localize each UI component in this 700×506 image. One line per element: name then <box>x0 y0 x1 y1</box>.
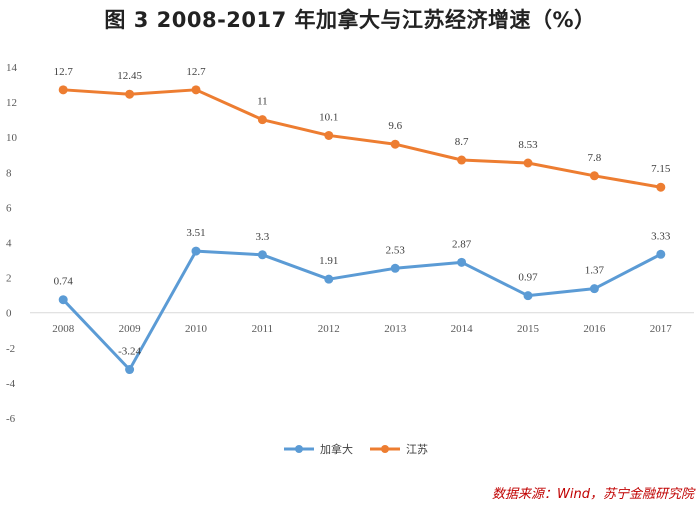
y-tick-label: -6 <box>6 413 16 425</box>
y-tick-label: 8 <box>6 167 12 179</box>
legend-label: 江苏 <box>406 443 428 456</box>
data-point <box>125 365 135 375</box>
legend-label: 加拿大 <box>320 442 353 456</box>
x-tick-label: 2012 <box>318 323 340 335</box>
x-tick-label: 2011 <box>252 323 274 335</box>
source-note: 数据来源：Wind，苏宁金融研究院 <box>492 487 694 502</box>
x-tick-label: 2009 <box>119 323 142 335</box>
data-point <box>257 250 267 260</box>
data-label: 12.7 <box>186 66 206 78</box>
series-line-2 <box>61 88 663 189</box>
data-label: 11 <box>257 96 268 108</box>
data-point <box>257 115 267 125</box>
data-point <box>523 291 533 301</box>
y-tick-label: 0 <box>6 308 12 320</box>
data-point <box>324 130 334 140</box>
data-point <box>390 139 400 149</box>
data-label: 2.53 <box>386 244 406 256</box>
data-point <box>58 85 68 95</box>
y-tick-label: 4 <box>6 238 12 250</box>
x-tick-label: 2015 <box>517 323 540 335</box>
y-tick-label: 14 <box>6 62 18 74</box>
x-tick-label: 2008 <box>52 323 75 335</box>
data-label: 8.53 <box>518 139 538 151</box>
data-point <box>656 249 666 259</box>
data-label: -3.24 <box>118 346 141 358</box>
data-label: 2.87 <box>452 238 472 250</box>
data-point <box>390 263 400 273</box>
data-label: 12.45 <box>117 70 142 82</box>
data-label: 12.7 <box>54 66 74 78</box>
data-label: 3.33 <box>651 230 671 242</box>
chart-title: 图 3 2008-2017 年加拿大与江苏经济增速（%） <box>104 8 596 32</box>
y-tick-label: 10 <box>6 132 18 144</box>
data-point <box>457 155 467 165</box>
data-label: 0.97 <box>518 272 538 284</box>
x-tick-label: 2016 <box>583 323 606 335</box>
y-tick-label: -4 <box>6 378 16 390</box>
legend-marker-1 <box>295 445 303 453</box>
data-label: 1.37 <box>585 265 605 277</box>
data-point <box>125 89 135 99</box>
data-label: 3.51 <box>186 227 205 239</box>
data-point <box>191 85 201 95</box>
x-tick-label: 2013 <box>384 323 407 335</box>
data-point <box>589 171 599 181</box>
y-tick-label: 2 <box>6 273 12 285</box>
data-label: 0.74 <box>54 276 74 288</box>
y-tick-label: 6 <box>6 202 12 214</box>
series-line-1 <box>61 249 663 372</box>
data-point <box>324 274 334 284</box>
x-tick-label: 2010 <box>185 323 208 335</box>
x-tick-label: 2017 <box>650 323 673 335</box>
data-label: 1.91 <box>319 255 338 267</box>
data-label: 8.7 <box>455 136 469 148</box>
legend-marker-2 <box>381 445 389 453</box>
data-point <box>589 284 599 294</box>
data-label: 10.1 <box>319 111 338 123</box>
data-point <box>523 158 533 168</box>
y-tick-label: -2 <box>6 343 15 355</box>
y-tick-label: 12 <box>6 97 17 109</box>
data-point <box>457 257 467 267</box>
data-label: 7.15 <box>651 163 671 175</box>
data-label: 9.6 <box>388 120 402 132</box>
x-tick-label: 2014 <box>451 323 474 335</box>
data-point <box>191 246 201 256</box>
data-label: 7.8 <box>588 152 602 164</box>
data-label: 3.3 <box>256 231 270 243</box>
data-point <box>58 295 68 305</box>
data-point <box>656 182 666 192</box>
